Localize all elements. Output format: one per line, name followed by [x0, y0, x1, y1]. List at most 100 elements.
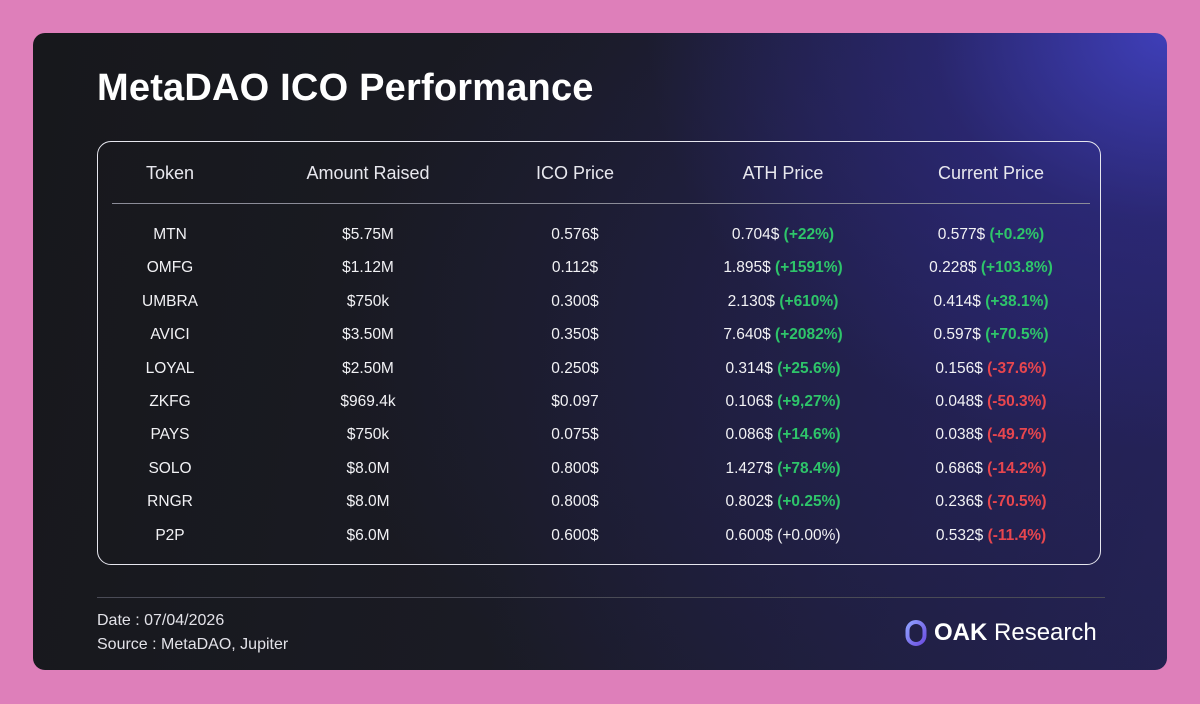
column-header-amount-raised: Amount Raised [306, 163, 430, 183]
token-name: PAYS [150, 426, 190, 444]
token-name: RNGR [147, 493, 193, 511]
ath-price-value: 0.314$ [725, 359, 773, 377]
cell-ico-price: 0.576$ [551, 226, 598, 244]
ath-change-value: (+610%) [779, 292, 839, 310]
infographic-card: MetaDAO ICO Performance Token Amount Rai… [33, 33, 1167, 670]
cell-ico-price: 0.112$ [552, 259, 598, 277]
current-price-value: 0.156$ [935, 359, 983, 377]
table-row: OMFG $1.12M 0.112$ 1.895$ (+1591%) 0.228$ (+… [98, 253, 1100, 286]
cell-current-price: 0.038$ (-49.7%) [935, 426, 1046, 444]
token-name: OMFG [146, 259, 194, 277]
amount-raised-value: $6.0M [346, 526, 390, 544]
current-price-value: 0.577$ [937, 226, 986, 243]
amount-raised-value: $1.12M [342, 259, 394, 277]
token-name: AVICI [150, 326, 190, 344]
cell-amount-raised: $8.0M [346, 460, 389, 478]
column-header-current-price: Current Price [937, 163, 1045, 183]
cell-ath-price: 7.640$ (+2082%) [723, 326, 842, 344]
cell-amount-raised: $2.50M [342, 360, 394, 378]
column-header-token: Token [145, 163, 195, 183]
ath-change-value: (+2082%) [775, 326, 843, 344]
current-change-value: (-70.5%) [987, 493, 1047, 511]
column-header-ico-price: ICO Price [535, 163, 615, 183]
amount-raised-value: $750k [346, 426, 390, 444]
cell-ico-price: 0.350$ [551, 326, 598, 344]
table-row: LOYAL $2.50M 0.250$ 0.314$ (+25.6%) 0.156$ (… [98, 354, 1100, 387]
ath-price-value: 0.802$ [725, 493, 773, 511]
logo-name-rest: Research [987, 619, 1097, 646]
current-change-value: (+0.2%) [989, 226, 1045, 243]
ico-price-value: 0.112$ [551, 259, 599, 277]
amount-raised-value: $5.75M [342, 226, 394, 243]
ico-price-value: 0.300$ [551, 292, 599, 310]
cell-token: MTN [153, 226, 187, 244]
cell-token: OMFG [147, 259, 194, 277]
cell-token: ZKFG [149, 393, 190, 411]
cell-ath-price: 1.895$ (+1591%) [723, 259, 842, 277]
logo-name-bold: OAK [934, 619, 988, 646]
cell-amount-raised: $750k [347, 426, 389, 444]
cell-amount-raised: $8.0M [346, 493, 389, 511]
token-name: SOLO [148, 459, 192, 477]
cell-token: AVICI [150, 326, 189, 344]
current-price-value: 0.228$ [929, 259, 977, 277]
footer-source: Source : MetaDAO, Jupiter [97, 636, 289, 653]
cell-token: RNGR [147, 493, 193, 511]
cell-token: SOLO [148, 460, 191, 478]
current-change-value: (+38.1%) [985, 292, 1049, 310]
current-change-value: (-14.2%) [987, 459, 1047, 477]
cell-ico-price: 0.800$ [551, 460, 598, 478]
cell-ath-price: 2.130$ (+610%) [728, 293, 839, 311]
amount-raised-value: $8.0M [346, 493, 390, 511]
cell-amount-raised: $1.12M [342, 259, 394, 277]
cell-amount-raised: $3.50M [342, 326, 394, 344]
table-header: Token Amount Raised ICO Price ATH Price … [98, 142, 1100, 204]
cell-ico-price: 0.600$ [551, 527, 598, 545]
cell-current-price: 0.048$ (-50.3%) [935, 393, 1046, 411]
current-price-value: 0.532$ [935, 526, 984, 544]
current-change-value: (+70.5%) [985, 326, 1049, 344]
amount-raised-value: $2.50M [342, 359, 394, 377]
amount-raised-value: $8.0M [346, 459, 390, 477]
cell-token: P2P [155, 527, 184, 545]
current-change-value: (-49.7%) [987, 426, 1047, 444]
ath-price-value: 0.704$ [731, 226, 780, 243]
current-price-value: 0.686$ [935, 459, 983, 477]
current-change-value: (-11.4%) [987, 526, 1047, 544]
token-name: UMBRA [142, 292, 198, 310]
ico-price-value: 0.576$ [551, 226, 599, 243]
token-name: MTN [153, 226, 187, 243]
current-change-value: (+103.8%) [980, 259, 1053, 277]
cell-amount-raised: $750k [347, 293, 389, 311]
cell-current-price: 0.414$ (+38.1%) [933, 293, 1048, 311]
cell-ico-price: 0.250$ [551, 360, 598, 378]
current-change-value: (-50.3%) [987, 393, 1047, 410]
ath-price-value: 0.106$ [725, 393, 773, 410]
current-change-value: (-37.6%) [987, 359, 1047, 377]
ath-change-value: (+14.6%) [777, 426, 841, 444]
ico-performance-table: Token Amount Raised ICO Price ATH Price … [97, 141, 1101, 565]
ath-change-value: (+78.4%) [777, 459, 841, 477]
amount-raised-value: $3.50M [342, 326, 394, 344]
cell-current-price: 0.236$ (-70.5%) [935, 493, 1046, 511]
token-name: LOYAL [145, 359, 195, 377]
ath-price-value: 0.086$ [725, 426, 773, 444]
ath-price-value: 1.895$ [723, 259, 771, 277]
cell-ath-price: 0.086$ (+14.6%) [725, 426, 840, 444]
cell-token: LOYAL [146, 360, 195, 378]
cell-current-price: 0.577$ (+0.2%) [938, 226, 1044, 244]
cell-ath-price: 0.802$ (+0.25%) [725, 493, 840, 511]
amount-raised-value: $969.4k [340, 393, 396, 410]
table-row: AVICI $3.50M 0.350$ 7.640$ (+2082%) 0.597$ (… [98, 320, 1100, 353]
token-name: P2P [155, 526, 185, 544]
ath-change-value: (+22%) [783, 226, 835, 243]
header-divider [112, 203, 1090, 204]
oak-research-logo: OAK Research [905, 619, 1097, 647]
ico-price-value: 0.800$ [551, 493, 599, 511]
current-price-value: 0.414$ [933, 292, 981, 310]
table-row: UMBRA $750k 0.300$ 2.130$ (+610%) 0.414$ (+3… [98, 287, 1100, 320]
table-row: ZKFG $969.4k $0.097 0.106$ (+9,27%) 0.048$ (… [98, 387, 1100, 420]
ath-change-value: (+0.00%) [777, 526, 841, 544]
cell-ico-price: $0.097 [551, 393, 598, 411]
cell-amount-raised: $969.4k [340, 393, 395, 411]
